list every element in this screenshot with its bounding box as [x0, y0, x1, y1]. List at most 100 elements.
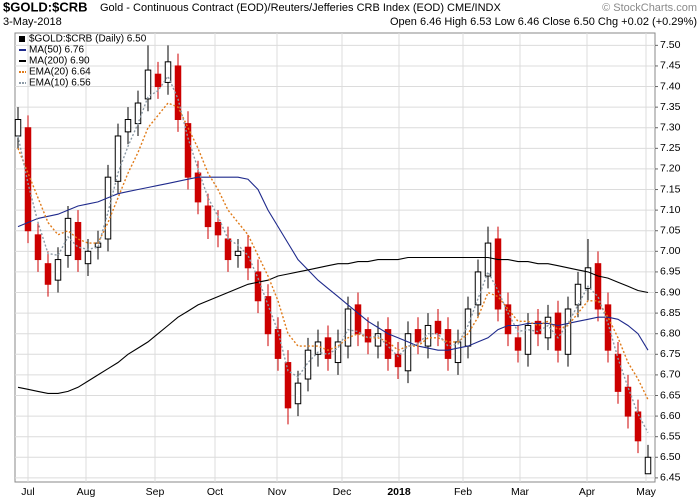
- indicator-line: [17, 74, 649, 433]
- y-tick-label: 7.40: [660, 80, 681, 92]
- y-tick-label: 6.45: [660, 472, 681, 484]
- candle-body: [414, 329, 422, 343]
- candle-body: [474, 271, 482, 306]
- y-tick-label: 6.60: [660, 410, 681, 422]
- candle-body: [304, 349, 312, 380]
- candle-body: [594, 263, 602, 310]
- candle-body: [494, 238, 502, 310]
- candle-body: [384, 329, 392, 359]
- x-tick-label: Nov: [268, 486, 287, 498]
- indicator-line: [17, 256, 649, 394]
- candle-body: [44, 263, 52, 285]
- candle-body: [364, 329, 372, 343]
- y-tick-label: 7.30: [660, 122, 681, 134]
- candle-body: [614, 353, 622, 392]
- candle-body: [134, 102, 142, 125]
- y-tick-label: 7.50: [660, 39, 681, 51]
- candle-body: [344, 308, 352, 347]
- y-tick-label: 6.75: [660, 348, 681, 360]
- candle-body: [264, 296, 272, 335]
- candle-body: [224, 238, 232, 261]
- candle-body: [434, 320, 442, 335]
- candle-body: [404, 333, 412, 372]
- candle-body: [234, 250, 242, 256]
- candle-body: [294, 382, 302, 405]
- candle-body: [604, 304, 612, 351]
- candle-body: [244, 246, 252, 269]
- candle-body: [454, 341, 462, 364]
- candle-body: [534, 320, 542, 335]
- candle-body: [324, 337, 332, 359]
- y-tick-label: 6.80: [660, 327, 681, 339]
- candle-body: [644, 456, 652, 475]
- legend-label: EMA(10) 6.56: [29, 78, 91, 89]
- candle-body: [444, 329, 452, 359]
- y-tick-label: 6.70: [660, 369, 681, 381]
- candle-body: [164, 61, 172, 83]
- x-tick-label: Jul: [21, 486, 34, 498]
- legend-label: $GOLD:$CRB (Daily) 6.50: [29, 34, 147, 45]
- candle-body: [74, 221, 82, 261]
- candle-body: [214, 221, 222, 236]
- candle-body: [544, 316, 552, 339]
- candle-body: [124, 119, 132, 133]
- x-tick-label: Dec: [333, 486, 352, 498]
- y-tick-label: 6.90: [660, 286, 681, 298]
- candle-body: [394, 353, 402, 368]
- y-tick-label: 6.85: [660, 307, 681, 319]
- y-tick-label: 6.55: [660, 430, 681, 442]
- candle-body: [284, 362, 292, 409]
- chart-subtitle: Gold - Continuous Contract (EOD)/Reuters…: [100, 2, 501, 14]
- candle-body: [274, 329, 282, 359]
- y-tick-label: 7.00: [660, 245, 681, 257]
- legend-label: MA(50) 6.76: [29, 45, 84, 56]
- candle-body: [484, 242, 492, 277]
- candle-body: [144, 69, 152, 100]
- y-tick-label: 6.65: [660, 389, 681, 401]
- date: 3-May-2018: [3, 16, 62, 28]
- y-tick-label: 7.35: [660, 101, 681, 113]
- candle-body: [54, 259, 62, 281]
- y-tick-label: 7.10: [660, 204, 681, 216]
- indicator-line: [17, 102, 649, 400]
- plot-area: [14, 32, 656, 483]
- candle-body: [554, 312, 562, 351]
- y-tick-label: 7.45: [660, 60, 681, 72]
- quote: Open 6.46 High 6.53 Low 6.46 Close 6.50 …: [390, 16, 697, 28]
- y-tick-label: 7.25: [660, 142, 681, 154]
- candle-body: [184, 123, 192, 178]
- candle-body: [84, 250, 92, 265]
- legend-swatch: [19, 36, 25, 42]
- y-tick-label: 6.95: [660, 266, 681, 278]
- x-tick-label: Feb: [454, 486, 472, 498]
- legend-label: EMA(20) 6.64: [29, 67, 91, 78]
- candle-body: [154, 73, 162, 88]
- y-tick-label: 7.15: [660, 183, 681, 195]
- candle-body: [574, 283, 582, 306]
- candle-body: [114, 135, 122, 182]
- candle-body: [14, 119, 22, 137]
- legend-label: MA(200) 6.90: [29, 56, 90, 67]
- candle-body: [194, 172, 202, 203]
- candle-body: [354, 304, 362, 335]
- candle-body: [464, 308, 472, 347]
- candle-body: [524, 324, 532, 355]
- candle-body: [204, 205, 212, 228]
- y-tick-label: 7.20: [660, 163, 681, 175]
- watermark: © StockCharts.com: [602, 2, 697, 14]
- x-tick-label: Apr: [579, 486, 596, 498]
- y-tick-label: 7.05: [660, 225, 681, 237]
- candle-body: [104, 176, 112, 240]
- x-tick-label: May: [636, 486, 657, 498]
- chart-title: $GOLD:$CRB: [3, 0, 88, 14]
- y-tick-label: 6.50: [660, 451, 681, 463]
- candle-body: [34, 234, 42, 261]
- candle-body: [254, 271, 262, 302]
- x-tick-label: Aug: [77, 486, 96, 498]
- x-tick-label: Mar: [511, 486, 530, 498]
- candle-body: [514, 337, 522, 351]
- candle-body: [624, 386, 632, 417]
- candle-body: [504, 304, 512, 335]
- x-tick-label: Oct: [207, 486, 223, 498]
